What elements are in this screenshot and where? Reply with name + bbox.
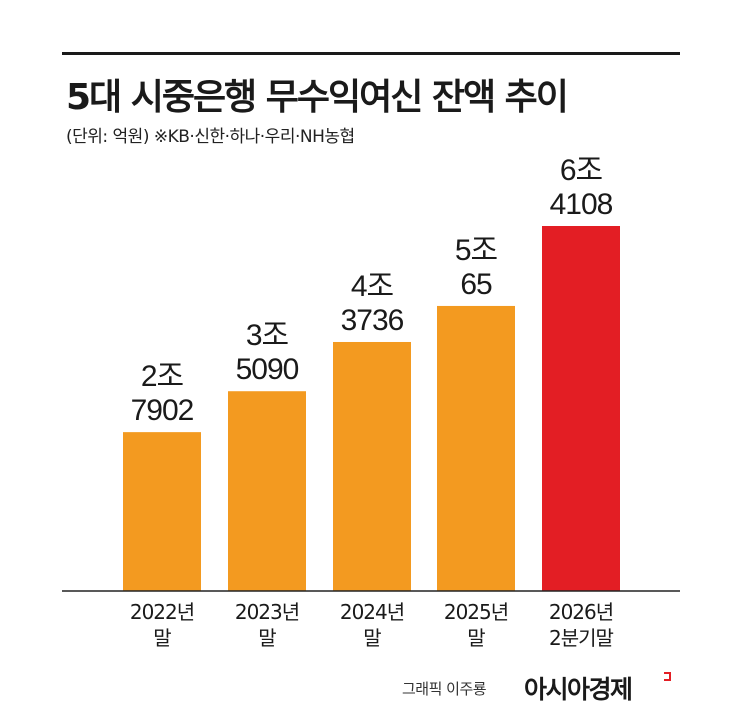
brand-logo-text: 아시아경제 [524,675,633,704]
value-label-3-line-1: 4조 [351,270,394,303]
graphic-credit: 그래픽 이주룡 [402,680,487,698]
category-label-1-line-1: 2022년 [130,600,194,624]
value-label-2-line-2: 5090 [236,353,299,386]
value-label-4-line-1: 5조 [455,234,498,267]
value-label-3-line-2: 3736 [341,304,404,337]
chart-title: 5대 시중은행 무수익여신 잔액 추이 [66,77,569,118]
value-label-5-line-2: 4108 [550,188,613,221]
category-label-2-line-2: 말 [258,626,276,650]
category-label-2-line-1: 2023년 [235,600,299,624]
bar-4 [437,305,515,591]
value-label-4-line-2: 65 [460,268,492,301]
value-label-1-line-1: 2조 [141,360,184,393]
value-label-2-line-1: 3조 [246,319,289,352]
bar-1 [123,432,201,591]
value-label-1-line-2: 7902 [131,394,194,427]
value-label-5-line-1: 6조 [560,154,603,187]
top-rule [62,52,680,55]
category-label-1-line-2: 말 [153,626,171,650]
brand-mark-icon [664,672,671,681]
category-label-5-line-2: 2분기말 [549,626,614,650]
bar-3 [333,341,411,591]
bar-5 [542,226,620,591]
category-label-3-line-2: 말 [363,626,381,650]
category-label-5-line-1: 2026년 [549,600,613,624]
category-label-4-line-2: 말 [467,626,485,650]
bar-2 [228,391,306,591]
chart-subtitle: (단위: 억원) ※KB·신한·하나·우리·NH농협 [66,127,355,147]
category-label-3-line-1: 2024년 [340,600,404,624]
category-label-4-line-1: 2025년 [444,600,508,624]
